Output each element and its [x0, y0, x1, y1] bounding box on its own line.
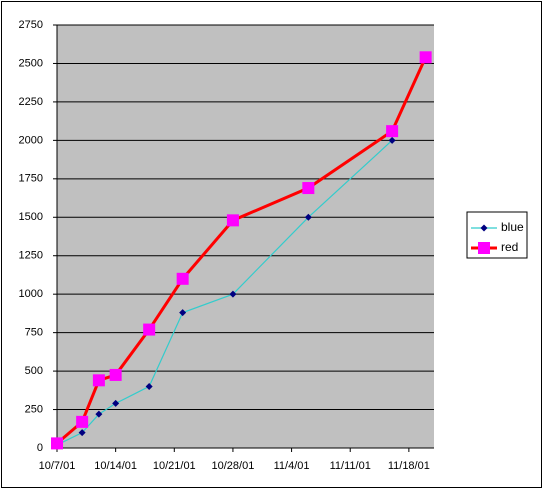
- data-point: [92, 374, 105, 387]
- data-point: [388, 136, 396, 144]
- data-point: [95, 410, 103, 418]
- y-tick-label: 1500: [19, 211, 43, 223]
- data-point: [51, 437, 63, 450]
- data-point: [179, 309, 187, 317]
- data-point: [226, 214, 239, 227]
- y-tick-label: 1250: [19, 250, 43, 262]
- y-tick-label: 2750: [19, 19, 43, 31]
- data-point: [109, 368, 122, 381]
- data-point: [419, 51, 432, 64]
- x-tick-label: 10/28/01: [212, 460, 255, 472]
- data-point: [302, 182, 315, 195]
- y-tick-label: 500: [25, 365, 43, 377]
- data-point: [76, 415, 89, 428]
- y-tick-label: 750: [25, 327, 43, 339]
- data-point: [229, 290, 237, 298]
- data-point: [143, 323, 156, 336]
- x-tick-label: 10/21/01: [153, 460, 196, 472]
- y-tick-label: 1000: [19, 288, 43, 300]
- legend-box: [466, 211, 528, 259]
- data-point: [176, 272, 189, 285]
- y-tick-label: 2000: [19, 134, 43, 146]
- data-point: [145, 382, 153, 390]
- data-point: [386, 125, 399, 138]
- data-point: [78, 429, 86, 437]
- y-tick-label: 250: [25, 403, 43, 415]
- x-tick-label: 10/14/01: [94, 460, 137, 472]
- legend: blue red: [466, 211, 528, 259]
- legend-label: red: [501, 240, 518, 254]
- y-tick-label: 1750: [19, 173, 43, 185]
- legend-label: blue: [501, 220, 524, 234]
- y-tick-label: 2500: [19, 57, 43, 69]
- x-tick-label: 11/11/01: [330, 460, 371, 472]
- x-tick-label: 11/4/01: [274, 460, 310, 472]
- data-point: [112, 399, 120, 407]
- series-line: [56, 56, 427, 445]
- x-tick-label: 10/7/01: [39, 460, 76, 472]
- data-point: [304, 213, 312, 221]
- x-tick-label: 11/18/01: [388, 460, 430, 472]
- legend-marker: [478, 242, 490, 254]
- plot-area: [57, 25, 434, 448]
- legend-marker: [480, 224, 488, 232]
- y-tick-label: 2250: [19, 96, 43, 108]
- y-tick-label: 0: [37, 442, 43, 454]
